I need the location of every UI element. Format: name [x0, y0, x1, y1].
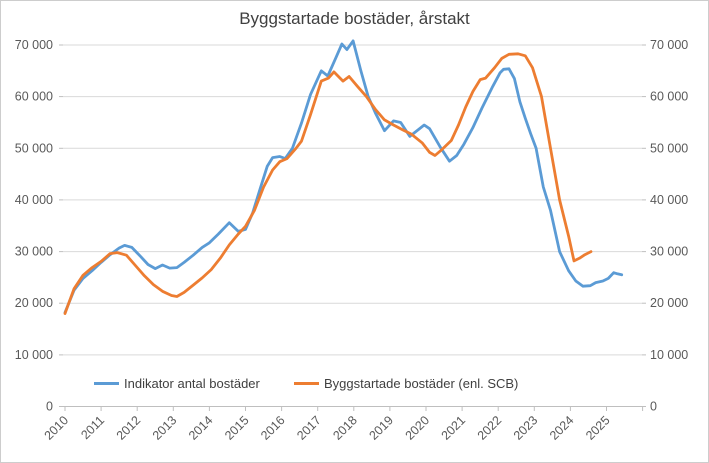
x-axis-label: 2021: [439, 413, 469, 443]
series-line-indikator: [63, 39, 624, 314]
x-axis-label: 2012: [114, 413, 144, 443]
y-axis-label-right: 60 000: [650, 90, 688, 104]
page-title: Byggstartade bostäder, årstakt: [239, 9, 470, 28]
y-axis-label-left: 0: [46, 400, 53, 414]
x-axis-label: 2018: [330, 413, 360, 443]
legend-label-scb: Byggstartade bostäder (enl. SCB): [324, 375, 519, 391]
x-axis-label: 2013: [150, 413, 180, 443]
y-axis-label-left: 20 000: [15, 296, 53, 310]
x-axis-label: 2010: [42, 413, 72, 443]
x-axis-label: 2016: [258, 413, 288, 443]
y-axis-label-right: 20 000: [650, 296, 688, 310]
x-axis-label: 2024: [547, 413, 577, 443]
x-axis-label: 2015: [222, 413, 252, 443]
legend-item-scb: Byggstartade bostäder (enl. SCB): [294, 375, 518, 391]
y-axis-label-left: 10 000: [15, 348, 53, 362]
y-axis-label-left: 50 000: [15, 141, 53, 155]
y-axis-label-right: 0: [650, 400, 657, 414]
y-axis-label-left: 60 000: [15, 90, 53, 104]
x-axis-label: 2022: [475, 413, 505, 443]
x-axis-label: 2014: [186, 413, 216, 443]
y-axis-label-left: 70 000: [15, 38, 53, 52]
y-axis-label-right: 10 000: [650, 348, 688, 362]
y-axis-label-right: 70 000: [650, 38, 688, 52]
y-axis-label-left: 40 000: [15, 193, 53, 207]
legend-item-indikator: Indikator antal bostäder: [94, 375, 260, 391]
x-axis-label: 2025: [583, 413, 613, 443]
x-axis-label: 2011: [78, 413, 107, 442]
x-axis-label: 2017: [294, 413, 324, 443]
legend-swatch-indikator: [94, 381, 119, 385]
y-axis-label-left: 30 000: [15, 245, 53, 259]
x-axis-label: 2019: [366, 413, 396, 443]
legend-label-indikator: Indikator antal bostäder: [124, 375, 260, 391]
legend-swatch-scb: [294, 381, 319, 385]
y-axis-label-right: 40 000: [650, 193, 688, 207]
x-axis-label: 2020: [403, 413, 433, 443]
series-line-scb: [63, 52, 593, 315]
x-axis-label: 2023: [511, 413, 541, 443]
y-axis-label-right: 30 000: [650, 245, 688, 259]
y-axis-label-right: 50 000: [650, 141, 688, 155]
